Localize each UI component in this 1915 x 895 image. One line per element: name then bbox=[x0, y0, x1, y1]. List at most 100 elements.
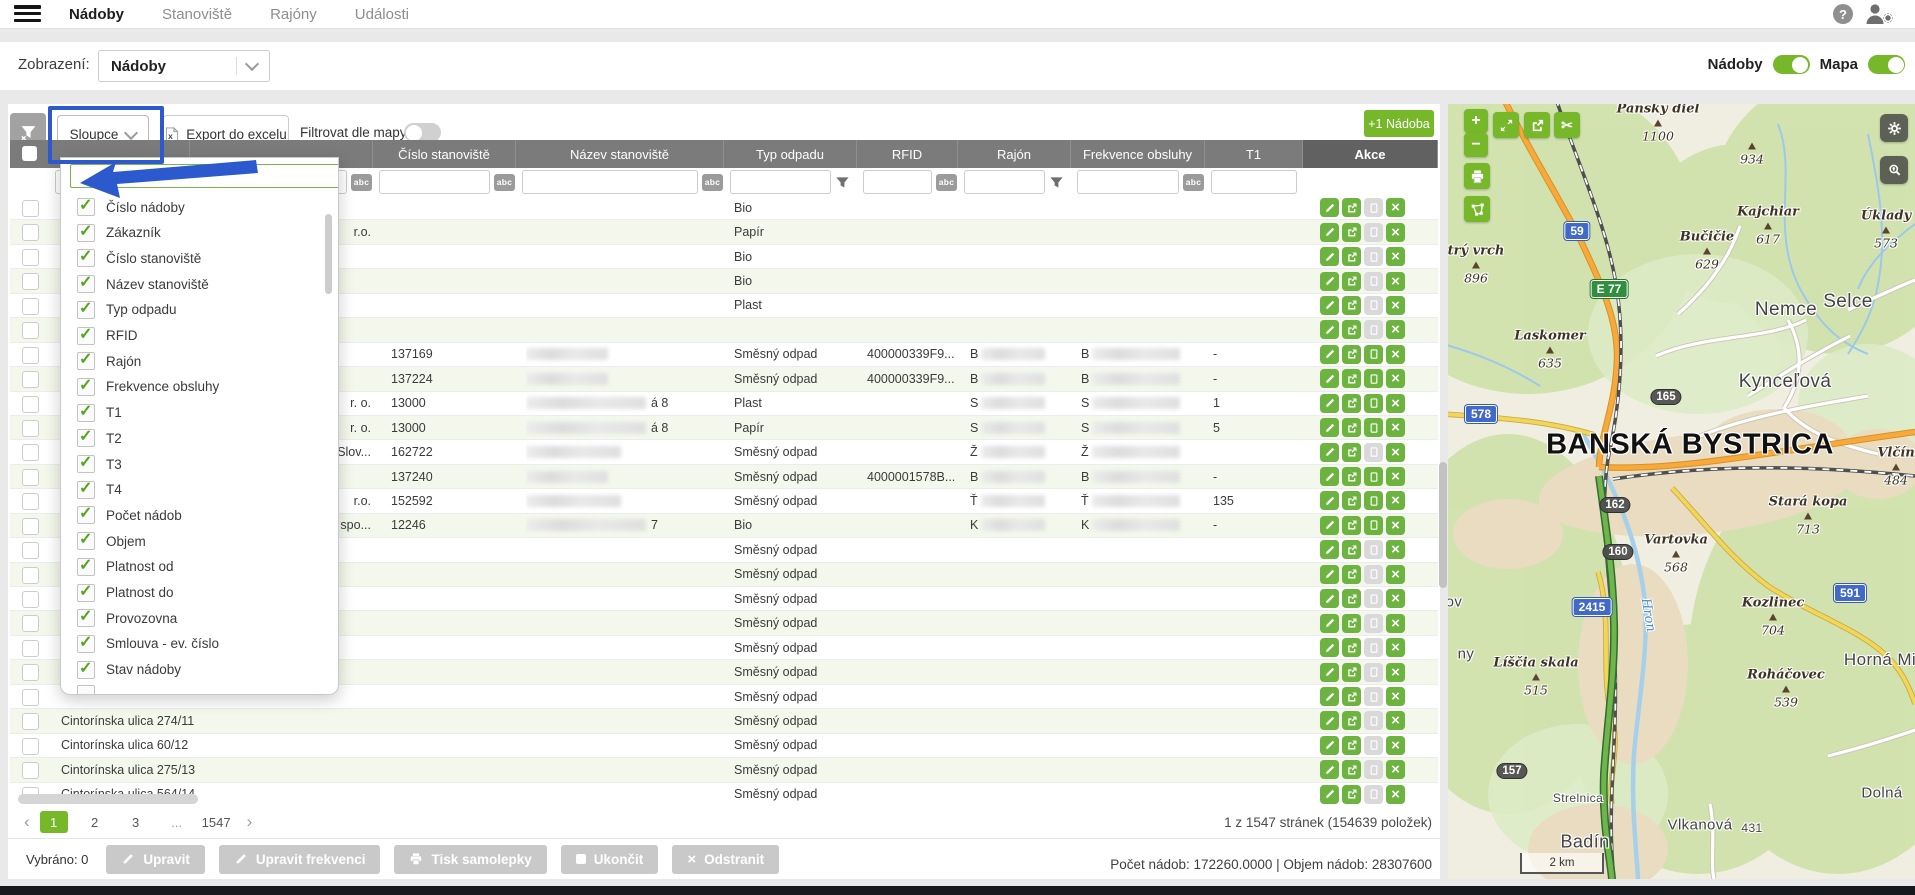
abc-filter-icon[interactable]: abc bbox=[494, 173, 515, 191]
delete-action-button[interactable]: × bbox=[1386, 467, 1405, 487]
checkbox-checked[interactable]: ✓ bbox=[77, 326, 95, 345]
delete-action-button[interactable]: × bbox=[1386, 638, 1405, 658]
dropdown-scrollbar[interactable] bbox=[325, 214, 332, 294]
checkbox-checked[interactable]: ✓ bbox=[77, 454, 95, 473]
delete-action-button[interactable]: × bbox=[1386, 662, 1405, 682]
delete-action-button[interactable]: × bbox=[1386, 687, 1405, 707]
open-action-button[interactable] bbox=[1342, 344, 1361, 364]
note-action-button[interactable] bbox=[1364, 198, 1383, 218]
filter-input-t1[interactable] bbox=[1211, 170, 1297, 194]
edit-action-button[interactable] bbox=[1320, 271, 1339, 291]
row-checkbox[interactable] bbox=[22, 200, 39, 217]
note-action-button[interactable] bbox=[1364, 271, 1383, 291]
note-action-button[interactable] bbox=[1364, 540, 1383, 560]
column-option-14[interactable]: ✓ Objem bbox=[77, 531, 146, 551]
note-action-button[interactable] bbox=[1364, 662, 1383, 682]
row-checkbox[interactable] bbox=[22, 371, 39, 389]
open-action-button[interactable] bbox=[1342, 735, 1361, 755]
note-action-button[interactable] bbox=[1364, 491, 1383, 511]
funnel-filter-icon[interactable] bbox=[835, 175, 850, 190]
edit-action-button[interactable] bbox=[1320, 344, 1339, 364]
funnel-filter-icon[interactable] bbox=[1049, 175, 1064, 190]
map-search-icon[interactable] bbox=[1880, 156, 1908, 184]
filter-by-map-toggle[interactable] bbox=[404, 123, 441, 142]
checkbox-checked[interactable]: ✓ bbox=[77, 428, 95, 448]
open-action-button[interactable] bbox=[1342, 247, 1361, 267]
column-option-13[interactable]: ✓ Počet nádob bbox=[77, 505, 182, 525]
open-action-button[interactable] bbox=[1342, 271, 1361, 291]
checkbox-checked[interactable]: ✓ bbox=[77, 660, 95, 679]
filter-input-rfid[interactable] bbox=[863, 170, 932, 194]
edit-action-button[interactable] bbox=[1320, 320, 1339, 340]
checkbox-checked[interactable]: ✓ bbox=[77, 480, 95, 499]
row-checkbox[interactable] bbox=[22, 737, 39, 755]
nav-tab-4[interactable]: Události bbox=[354, 5, 409, 23]
row-checkbox[interactable] bbox=[22, 517, 39, 535]
delete-action-button[interactable]: × bbox=[1386, 198, 1405, 218]
row-checkbox[interactable] bbox=[22, 224, 39, 242]
open-action-button[interactable] bbox=[1342, 784, 1361, 804]
open-action-button[interactable] bbox=[1342, 613, 1361, 633]
delete-action-button[interactable]: × bbox=[1386, 515, 1405, 535]
column-option-2[interactable]: ✓ Zákazník bbox=[77, 223, 161, 243]
table-row[interactable]: Cintorínska ulica 60/12 Směsný odpad × bbox=[10, 733, 1438, 759]
table-row[interactable]: Cintorínska ulica 275/13 Směsný odpad × bbox=[10, 758, 1438, 783]
note-action-button[interactable] bbox=[1364, 369, 1383, 389]
checkbox-checked[interactable]: ✓ bbox=[77, 505, 95, 525]
map-settings-icon[interactable] bbox=[1880, 114, 1908, 142]
nav-tab-1[interactable]: Nádoby bbox=[69, 5, 125, 23]
column-header-Název stanoviště[interactable]: Název stanoviště bbox=[516, 140, 724, 168]
open-action-button[interactable] bbox=[1342, 760, 1361, 780]
checkbox-checked[interactable]: ✓ bbox=[77, 223, 95, 242]
column-header-RFID[interactable]: RFID bbox=[857, 140, 958, 168]
edit-action-button[interactable] bbox=[1320, 589, 1339, 609]
open-action-button[interactable] bbox=[1342, 540, 1361, 560]
column-option-7[interactable]: ✓ Rajón bbox=[77, 351, 141, 371]
column-option-19[interactable]: ✓ Stav nádoby bbox=[77, 660, 181, 680]
vertical-scrollbar[interactable] bbox=[1439, 462, 1447, 588]
action-button-4[interactable]: Ukončit bbox=[560, 844, 659, 874]
action-button-3[interactable]: Tisk samolepky bbox=[394, 844, 547, 874]
edit-action-button[interactable] bbox=[1320, 760, 1339, 780]
delete-action-button[interactable]: × bbox=[1386, 418, 1405, 438]
row-checkbox[interactable] bbox=[22, 664, 39, 682]
checkbox-checked[interactable]: ✓ bbox=[77, 274, 95, 294]
note-action-button[interactable] bbox=[1364, 222, 1383, 242]
open-action-button[interactable] bbox=[1342, 491, 1361, 511]
open-action-button[interactable] bbox=[1342, 222, 1361, 242]
row-checkbox[interactable] bbox=[22, 273, 39, 291]
column-option-12[interactable]: ✓ T4 bbox=[77, 480, 122, 500]
column-option-1[interactable]: ✓ Číslo nádoby bbox=[77, 197, 185, 217]
delete-action-button[interactable]: × bbox=[1386, 442, 1405, 462]
open-action-button[interactable] bbox=[1342, 687, 1361, 707]
row-checkbox[interactable] bbox=[22, 297, 39, 315]
row-checkbox[interactable] bbox=[22, 248, 39, 266]
delete-action-button[interactable]: × bbox=[1386, 320, 1405, 340]
note-action-button[interactable] bbox=[1364, 418, 1383, 438]
delete-action-button[interactable]: × bbox=[1386, 247, 1405, 267]
row-checkbox[interactable] bbox=[22, 566, 39, 584]
select-all-checkbox[interactable] bbox=[22, 146, 37, 161]
open-action-button[interactable] bbox=[1342, 638, 1361, 658]
checkbox-checked[interactable]: ✓ bbox=[77, 608, 95, 628]
note-action-button[interactable] bbox=[1364, 589, 1383, 609]
map-cut-icon[interactable]: ✂ bbox=[1554, 112, 1580, 138]
delete-action-button[interactable]: × bbox=[1386, 760, 1405, 780]
note-action-button[interactable] bbox=[1364, 393, 1383, 413]
column-option-6[interactable]: ✓ RFID bbox=[77, 326, 138, 346]
row-checkbox[interactable] bbox=[22, 688, 39, 706]
row-checkbox[interactable] bbox=[22, 468, 39, 486]
delete-action-button[interactable]: × bbox=[1386, 222, 1405, 242]
checkbox-checked[interactable]: ✓ bbox=[77, 403, 95, 422]
hamburger-menu-icon[interactable] bbox=[14, 5, 41, 23]
note-action-button[interactable] bbox=[1364, 295, 1383, 315]
row-checkbox[interactable] bbox=[22, 542, 39, 560]
column-option-17[interactable]: ✓ Provozovna bbox=[77, 608, 177, 628]
note-action-button[interactable] bbox=[1364, 784, 1383, 804]
open-action-button[interactable] bbox=[1342, 442, 1361, 462]
note-action-button[interactable] bbox=[1364, 638, 1383, 658]
checkbox-checked[interactable]: ✓ bbox=[77, 197, 95, 216]
row-checkbox[interactable] bbox=[22, 639, 39, 657]
filter-input-fr[interactable] bbox=[1077, 170, 1179, 194]
delete-action-button[interactable]: × bbox=[1386, 393, 1405, 413]
